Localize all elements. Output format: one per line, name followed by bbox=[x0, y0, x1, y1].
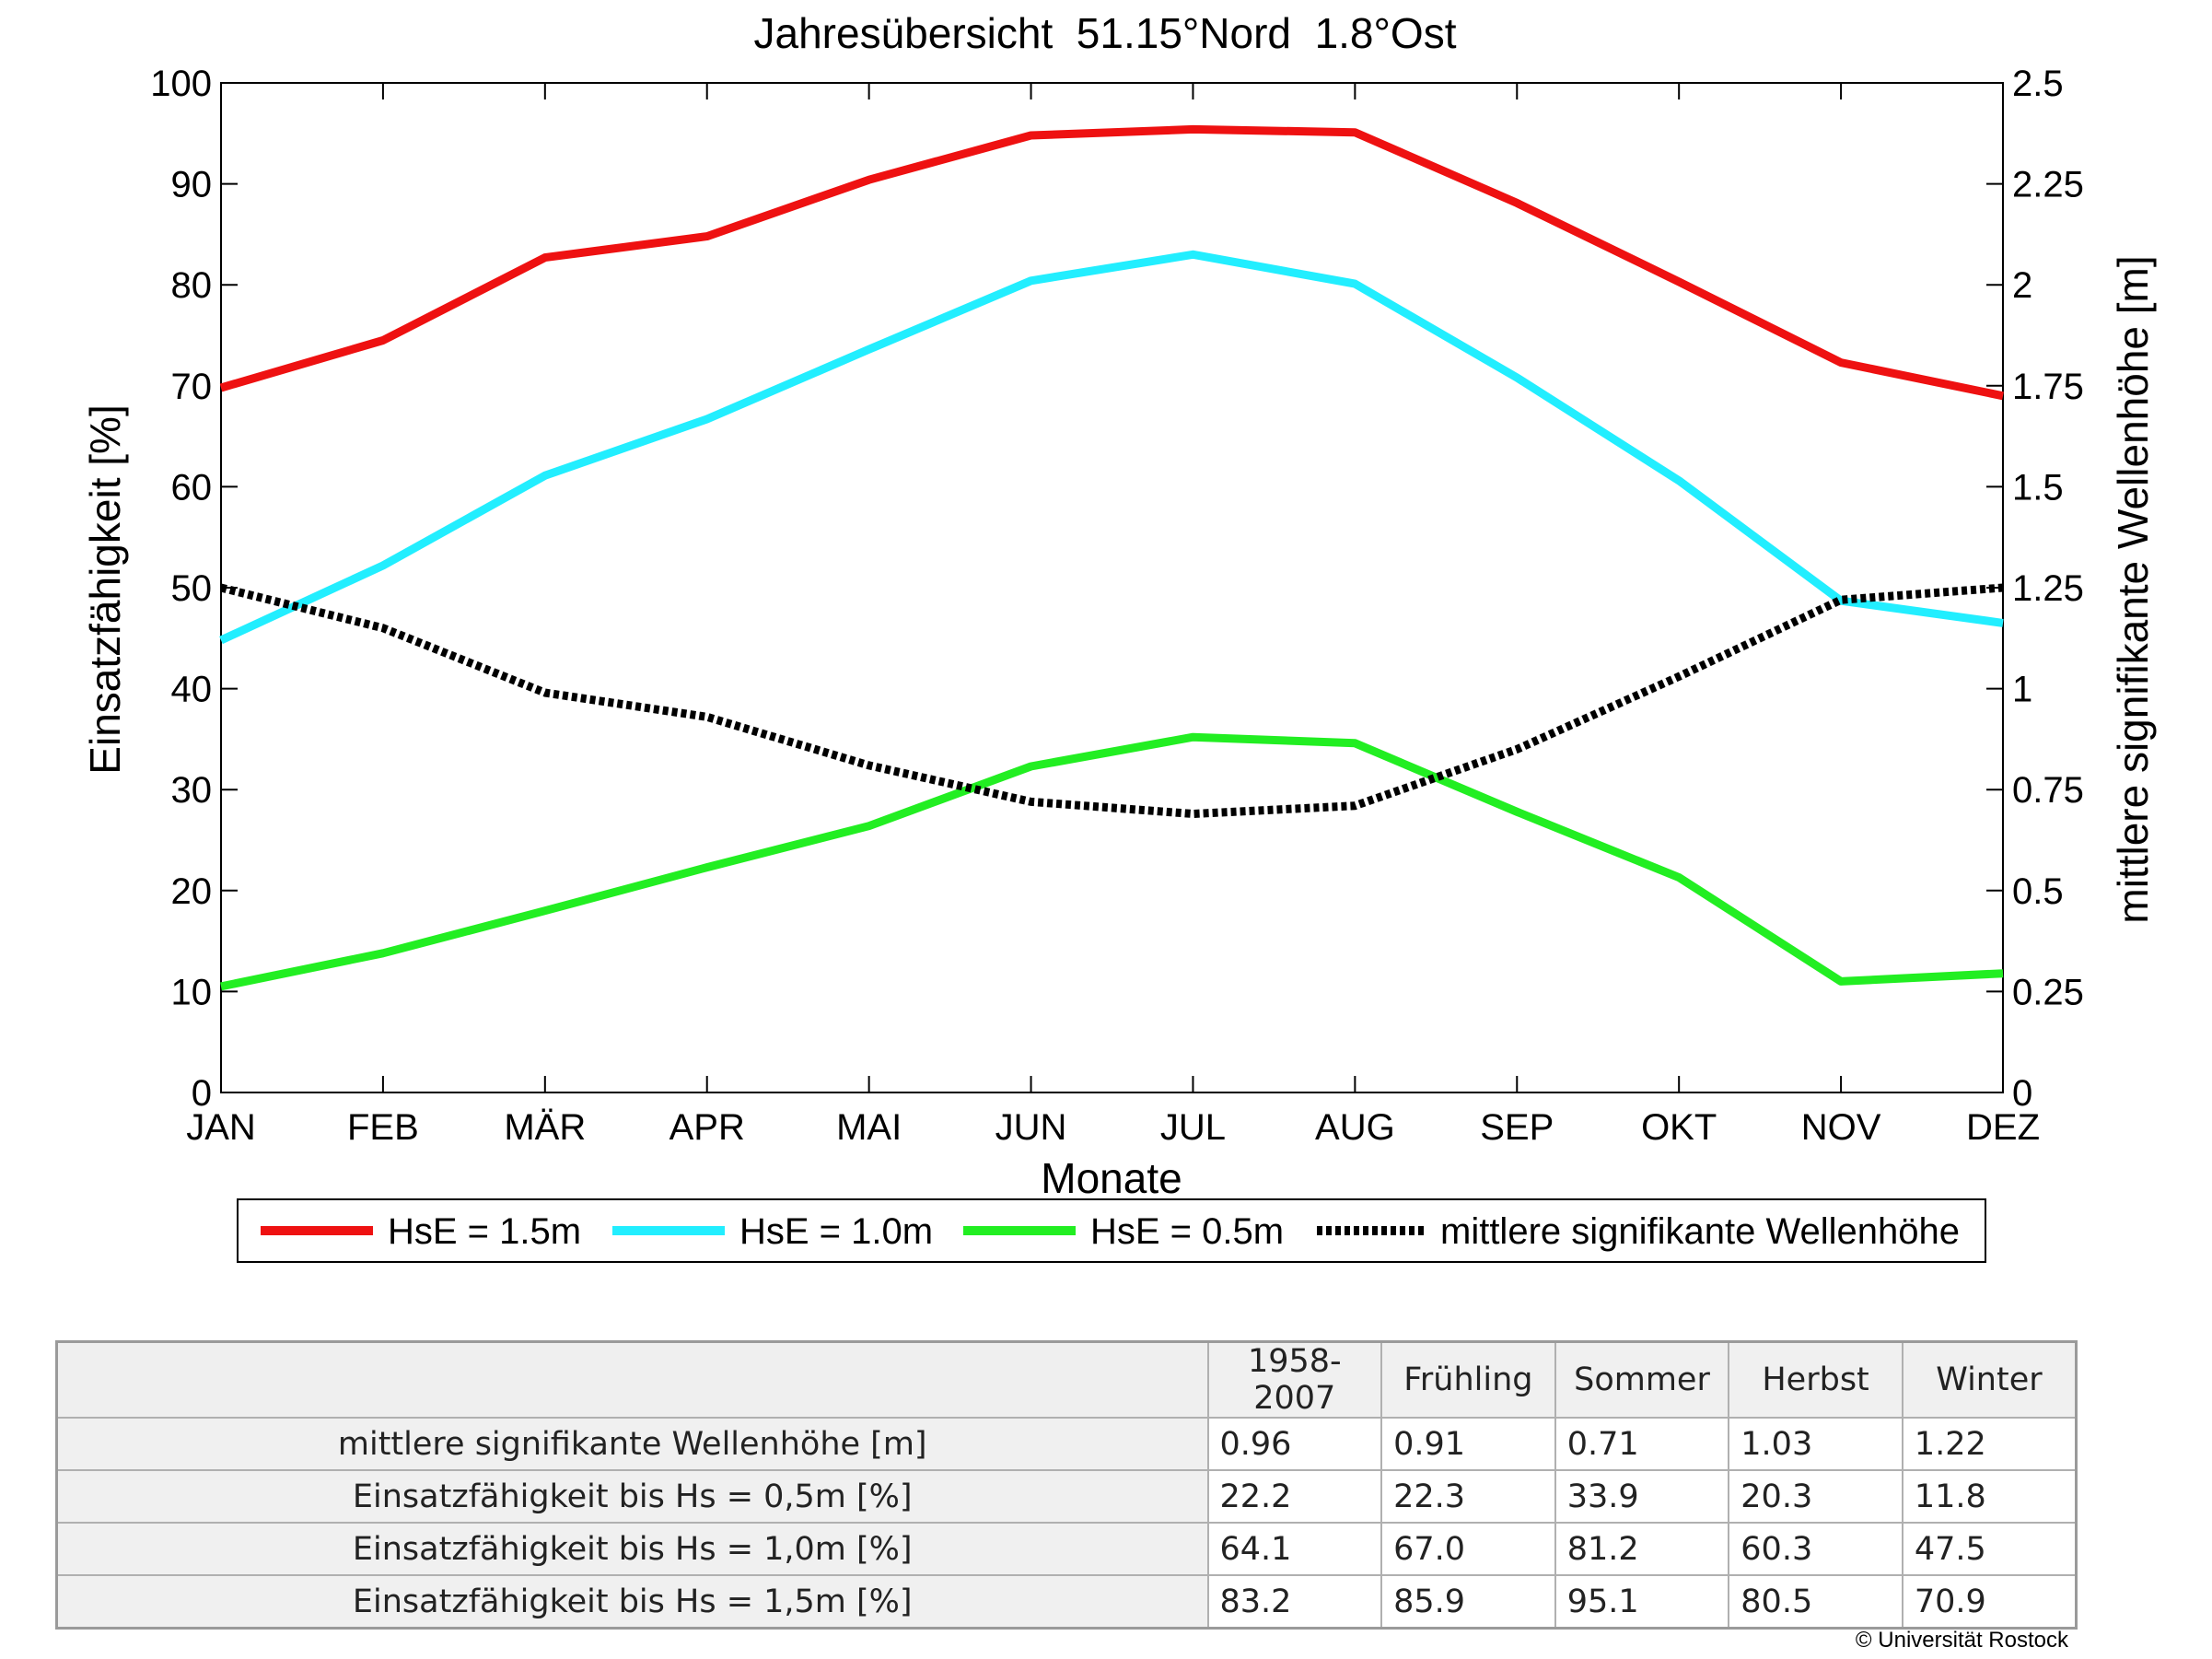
left-axis-tick-labels: 0 10 20 30 40 50 60 70 80 90 100 bbox=[150, 64, 212, 1114]
right-tick-label: 2 bbox=[2012, 265, 2032, 306]
left-axis-label: Einsatzfähigkeit [%] bbox=[81, 404, 129, 774]
table-cell: 81.2 bbox=[1554, 1522, 1730, 1576]
legend: HsE = 1.5m HsE = 1.0m HsE = 0.5m mittlere s… bbox=[261, 1211, 1960, 1252]
right-tick-label: 0.25 bbox=[2012, 972, 2084, 1012]
x-tick-label: JAN bbox=[186, 1107, 256, 1148]
left-tick-label: 0 bbox=[192, 1073, 212, 1114]
x-tick-label: OKT bbox=[1641, 1107, 1717, 1148]
left-tick-label: 10 bbox=[171, 972, 213, 1012]
row-label: Einsatzfähigkeit bis Hs = 0,5m [%] bbox=[55, 1469, 1209, 1524]
table-row: Einsatzfähigkeit bis Hs = 1,5m [%] 83.2 … bbox=[55, 1574, 2078, 1630]
legend-box bbox=[237, 1198, 1986, 1263]
table-cell: 22.2 bbox=[1206, 1469, 1383, 1524]
table-cell: 1.22 bbox=[1901, 1417, 2078, 1471]
right-tick-label: 1 bbox=[2012, 670, 2032, 710]
legend-label: HsE = 0.5m bbox=[1090, 1211, 1284, 1252]
table-cell: 95.1 bbox=[1554, 1574, 1730, 1630]
left-tick-label: 40 bbox=[171, 670, 213, 710]
series-line bbox=[219, 250, 2004, 645]
table-cell: 67.0 bbox=[1380, 1522, 1556, 1576]
table-cell: 70.9 bbox=[1901, 1574, 2078, 1630]
column-header: Herbst bbox=[1728, 1340, 1903, 1419]
x-axis-label: Monate bbox=[1041, 1154, 1182, 1202]
x-tick-label: AUG bbox=[1315, 1107, 1395, 1148]
chart-title: Jahresübersicht 51.15°Nord 1.8°Ost bbox=[754, 9, 1457, 57]
table-cell: 83.2 bbox=[1206, 1574, 1383, 1630]
table-cell: 47.5 bbox=[1901, 1522, 2078, 1576]
table-cell: 80.5 bbox=[1728, 1574, 1903, 1630]
table-corner-cell bbox=[55, 1340, 1209, 1419]
x-tick-label: FEB bbox=[347, 1107, 419, 1148]
plot-frame bbox=[220, 82, 2004, 1093]
right-tick-label: 0.5 bbox=[2012, 871, 2064, 912]
right-tick-label: 0.75 bbox=[2012, 770, 2084, 811]
table-row: mittlere signifikante Wellenhöhe [m] 0.9… bbox=[55, 1417, 2078, 1471]
tick-marks bbox=[220, 82, 2004, 1093]
left-tick-label: 20 bbox=[171, 871, 213, 912]
row-label: Einsatzfähigkeit bis Hs = 1,0m [%] bbox=[55, 1522, 1209, 1576]
right-tick-label: 0 bbox=[2012, 1073, 2032, 1114]
row-label: Einsatzfähigkeit bis Hs = 1,5m [%] bbox=[55, 1574, 1209, 1630]
table-cell: 0.71 bbox=[1554, 1417, 1730, 1471]
series-line bbox=[219, 583, 2004, 818]
left-tick-label: 50 bbox=[171, 568, 213, 609]
x-tick-label: NOV bbox=[1801, 1107, 1881, 1148]
chart: Jahresübersicht 51.15°Nord 1.8°Ost 01020… bbox=[81, 9, 2157, 1263]
table-cell: 85.9 bbox=[1380, 1574, 1556, 1630]
left-tick-label: 30 bbox=[171, 770, 213, 811]
table-cell: 64.1 bbox=[1206, 1522, 1383, 1576]
right-tick-label: 1.25 bbox=[2012, 568, 2084, 609]
statistics-table: 1958-2007 Frühling Sommer Herbst Winter … bbox=[55, 1340, 2078, 1630]
right-axis-label: mittlere signifikante Wellenhöhe [m] bbox=[2109, 255, 2157, 923]
left-tick-label: 90 bbox=[171, 165, 213, 205]
series-line bbox=[219, 124, 2004, 401]
x-tick-label: SEP bbox=[1480, 1107, 1554, 1148]
left-tick-label: 80 bbox=[171, 265, 213, 306]
x-tick-label: JUN bbox=[995, 1107, 1067, 1148]
table-cell: 0.91 bbox=[1380, 1417, 1556, 1471]
x-tick-label: APR bbox=[669, 1107, 745, 1148]
series-layer bbox=[219, 124, 2004, 991]
x-tick-label: DEZ bbox=[1966, 1107, 2040, 1148]
table-cell: 20.3 bbox=[1728, 1469, 1903, 1524]
table-row: Einsatzfähigkeit bis Hs = 1,0m [%] 64.1 … bbox=[55, 1522, 2078, 1576]
left-tick-label: 70 bbox=[171, 367, 213, 407]
table-cell: 33.9 bbox=[1554, 1469, 1730, 1524]
table-cell: 22.3 bbox=[1380, 1469, 1556, 1524]
x-axis-tick-labels: JAN FEB MÄR APR MAI JUN JUL AUG SEP OKT NOV DEZ bbox=[186, 1107, 2040, 1148]
column-header: 1958-2007 bbox=[1206, 1340, 1383, 1419]
left-tick-label: 60 bbox=[171, 467, 213, 508]
table-cell: 0.96 bbox=[1206, 1417, 1383, 1471]
legend-label: mittlere signifikante Wellenhöhe bbox=[1440, 1211, 1960, 1252]
column-header: Winter bbox=[1901, 1340, 2078, 1419]
x-tick-label: MAI bbox=[836, 1107, 902, 1148]
table-cell: 60.3 bbox=[1728, 1522, 1903, 1576]
x-tick-label: JUL bbox=[1160, 1107, 1226, 1148]
right-tick-label: 2.5 bbox=[2012, 64, 2064, 104]
x-tick-label: MÄR bbox=[504, 1107, 586, 1148]
table-cell: 1.03 bbox=[1728, 1417, 1903, 1471]
right-tick-label: 1.75 bbox=[2012, 367, 2084, 407]
column-header: Sommer bbox=[1554, 1340, 1730, 1419]
table-row: Einsatzfähigkeit bis Hs = 0,5m [%] 22.2 … bbox=[55, 1469, 2078, 1524]
right-tick-label: 2.25 bbox=[2012, 165, 2084, 205]
table-cell: 11.8 bbox=[1901, 1469, 2078, 1524]
table-header-row: 1958-2007 Frühling Sommer Herbst Winter bbox=[55, 1340, 2078, 1419]
legend-label: HsE = 1.5m bbox=[388, 1211, 581, 1252]
left-tick-label: 100 bbox=[150, 64, 212, 104]
legend-label: HsE = 1.0m bbox=[739, 1211, 933, 1252]
column-header: Frühling bbox=[1380, 1340, 1556, 1419]
row-label: mittlere signifikante Wellenhöhe [m] bbox=[55, 1417, 1209, 1471]
series-line bbox=[220, 732, 2004, 991]
right-axis-tick-labels: 0 0.25 0.5 0.75 1 1.25 1.5 1.75 2 2.25 2.5 bbox=[2012, 64, 2084, 1114]
copyright-notice: © Universität Rostock bbox=[1855, 1628, 2068, 1653]
right-tick-label: 1.5 bbox=[2012, 467, 2064, 508]
